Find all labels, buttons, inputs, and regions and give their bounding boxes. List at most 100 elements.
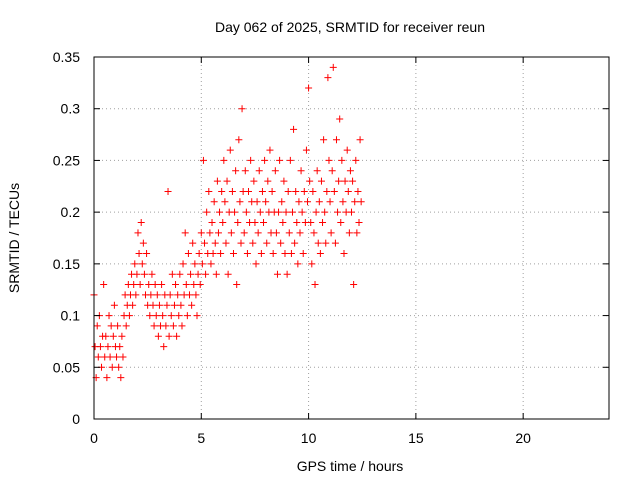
data-point — [125, 312, 133, 320]
data-point — [143, 250, 151, 258]
data-point — [294, 260, 302, 268]
data-point — [211, 239, 219, 247]
data-point — [208, 218, 216, 226]
data-point — [281, 250, 289, 258]
data-point — [192, 291, 200, 299]
data-point — [172, 281, 180, 289]
data-point — [146, 312, 154, 320]
data-point — [110, 301, 118, 309]
data-point — [236, 198, 244, 206]
x-tick-label: 0 — [90, 430, 98, 446]
data-point — [293, 218, 301, 226]
data-point — [188, 301, 196, 309]
data-point — [258, 187, 266, 195]
data-point — [238, 105, 246, 113]
data-point — [162, 322, 170, 330]
data-point — [325, 156, 333, 164]
data-point — [329, 63, 337, 71]
data-point — [253, 198, 261, 206]
data-point — [94, 353, 102, 361]
data-point — [216, 208, 224, 216]
data-point — [237, 239, 245, 247]
data-point — [113, 353, 121, 361]
data-point — [323, 187, 331, 195]
x-tick-labels: 0 5 10 15 20 — [90, 430, 531, 446]
y-axis-label: SRMTID / TECUs — [6, 183, 22, 293]
data-point — [176, 270, 184, 278]
data-point — [353, 229, 361, 237]
data-point — [288, 208, 296, 216]
data-point — [284, 187, 292, 195]
data-point — [118, 332, 126, 340]
data-point — [214, 229, 222, 237]
data-point — [245, 187, 252, 195]
data-point — [197, 229, 205, 237]
data-point — [278, 198, 286, 206]
data-point — [223, 177, 231, 185]
data-point — [196, 281, 204, 289]
data-point — [164, 187, 172, 195]
data-point — [203, 208, 211, 216]
data-point — [187, 270, 195, 278]
data-point — [261, 156, 269, 164]
data-point — [189, 239, 197, 247]
data-point — [300, 187, 308, 195]
data-point — [136, 281, 144, 289]
data-point — [138, 260, 146, 268]
data-point — [344, 187, 352, 195]
data-point — [115, 363, 123, 371]
data-point — [337, 218, 345, 226]
data-point — [327, 229, 335, 237]
data-point — [169, 322, 177, 330]
data-point — [291, 239, 299, 247]
data-point — [137, 218, 145, 226]
data-point — [328, 167, 336, 175]
data-point — [155, 301, 163, 309]
data-point — [260, 218, 268, 226]
data-point — [222, 239, 230, 247]
data-point — [326, 198, 334, 206]
data-point — [312, 208, 320, 216]
data-point — [320, 136, 328, 144]
data-point — [181, 229, 189, 237]
data-point — [296, 229, 304, 237]
data-point — [276, 156, 284, 164]
data-point — [339, 198, 347, 206]
data-point — [354, 187, 362, 195]
data-point — [170, 301, 178, 309]
data-point — [93, 322, 101, 330]
data-point — [345, 229, 353, 237]
data-point — [165, 332, 173, 340]
data-point — [308, 260, 316, 268]
data-point — [179, 260, 187, 268]
data-point — [233, 281, 241, 289]
data-point — [357, 198, 365, 206]
data-point — [315, 198, 323, 206]
data-point — [119, 353, 127, 361]
data-point — [313, 167, 321, 175]
data-point — [302, 146, 310, 154]
data-point — [243, 250, 251, 258]
data-point — [183, 312, 191, 320]
data-point — [182, 281, 190, 289]
data-point — [298, 208, 306, 216]
data-point — [114, 322, 122, 330]
data-point — [256, 208, 264, 216]
data-point — [158, 281, 166, 289]
data-point — [231, 208, 239, 216]
data-point — [292, 187, 300, 195]
data-point — [130, 281, 138, 289]
x-tick-label: 10 — [301, 430, 317, 446]
data-point — [202, 270, 210, 278]
data-point — [152, 312, 160, 320]
data-point — [107, 322, 115, 330]
data-point — [282, 208, 290, 216]
data-point — [340, 250, 348, 258]
data-point — [201, 239, 209, 247]
data-point — [335, 177, 343, 185]
data-point — [242, 208, 250, 216]
data-points — [90, 63, 365, 382]
data-point — [218, 187, 226, 195]
data-point — [147, 291, 155, 299]
